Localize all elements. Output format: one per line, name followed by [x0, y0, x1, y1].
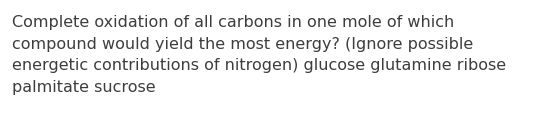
Text: Complete oxidation of all carbons in one mole of which
compound would yield the : Complete oxidation of all carbons in one…	[12, 15, 506, 95]
